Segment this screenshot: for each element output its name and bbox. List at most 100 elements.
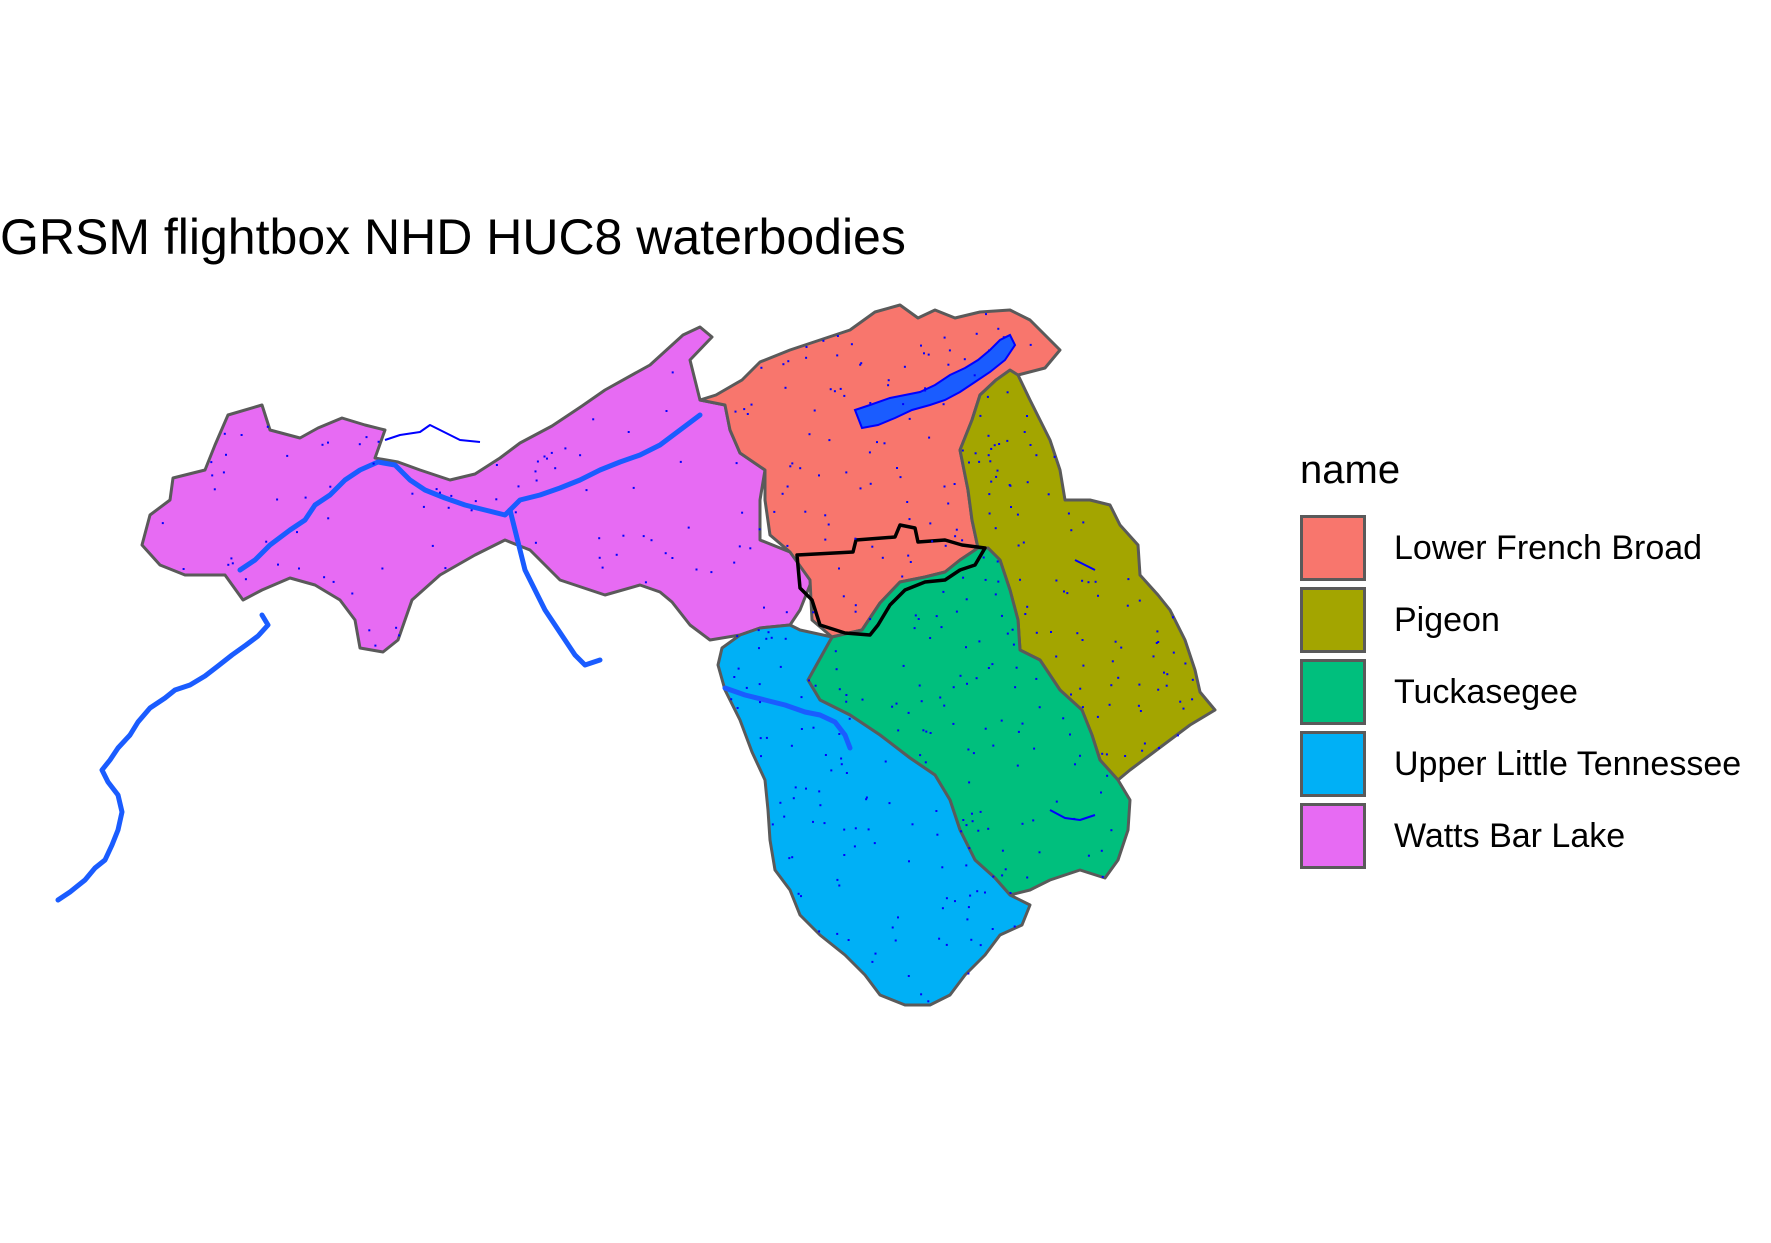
waterbody-speck bbox=[1011, 628, 1014, 631]
waterbody-speck bbox=[984, 578, 987, 581]
waterbody-speck bbox=[592, 418, 595, 421]
waterbody-speck bbox=[814, 684, 817, 687]
waterbody-speck bbox=[642, 535, 645, 538]
waterbody-speck bbox=[323, 576, 326, 579]
waterbody-speck bbox=[792, 797, 795, 800]
waterbody-speck bbox=[974, 452, 977, 455]
waterbody-speck bbox=[585, 489, 588, 492]
waterbody-speck bbox=[1016, 764, 1019, 767]
waterbody-speck bbox=[791, 856, 794, 859]
waterbody-speck bbox=[1029, 444, 1032, 446]
waterbody-speck bbox=[1137, 704, 1140, 707]
waterbody-speck bbox=[871, 960, 874, 963]
waterbody-speck bbox=[758, 647, 760, 650]
waterbody-speck bbox=[903, 365, 906, 368]
waterbody-speck bbox=[929, 732, 932, 734]
waterbody-speck bbox=[671, 371, 674, 374]
waterbody-speck bbox=[782, 363, 785, 366]
waterbody-speck bbox=[1117, 676, 1120, 679]
waterbody-speck bbox=[411, 492, 414, 495]
waterbody-speck bbox=[789, 465, 792, 468]
waterbody-speck bbox=[908, 417, 911, 420]
waterbody-speck bbox=[1029, 343, 1032, 346]
waterbody-speck bbox=[944, 544, 947, 547]
waterbody-speck bbox=[786, 544, 789, 547]
waterbody-speck bbox=[1179, 700, 1182, 703]
waterbody-speck bbox=[942, 590, 945, 593]
waterbody-speck bbox=[1172, 651, 1175, 654]
waterbody-speck bbox=[907, 975, 910, 977]
waterbody-speck bbox=[972, 752, 975, 755]
waterbody-speck bbox=[829, 388, 832, 391]
waterbody-speck bbox=[1032, 819, 1035, 822]
waterbody-speck bbox=[543, 455, 546, 458]
waterbody-speck bbox=[907, 711, 910, 714]
waterbody-speck bbox=[938, 937, 941, 940]
waterbody-speck bbox=[805, 356, 808, 359]
waterbody-speck bbox=[939, 696, 942, 699]
waterbody-speck bbox=[931, 540, 934, 543]
waterbody-speck bbox=[422, 505, 425, 508]
waterbody-speck bbox=[808, 433, 811, 436]
waterbody-speck bbox=[822, 339, 825, 342]
waterbody-speck bbox=[687, 526, 690, 529]
waterbody-speck bbox=[1047, 493, 1050, 496]
waterbody-speck bbox=[993, 444, 996, 447]
waterbody-speck bbox=[891, 926, 894, 929]
waterbody-speck bbox=[351, 592, 354, 595]
waterbody-speck bbox=[895, 702, 898, 705]
waterbody-speck bbox=[534, 470, 537, 473]
waterbody-speck bbox=[961, 449, 964, 452]
waterbody-river-tributary bbox=[507, 507, 603, 668]
waterbody-speck bbox=[395, 626, 398, 629]
region-upper-little-tennessee[interactable] bbox=[716, 623, 1032, 1007]
waterbody-speck bbox=[909, 561, 912, 563]
legend-item-lower-french-broad: Lower French Broad bbox=[1300, 512, 1741, 584]
region-watts-bar-lake[interactable] bbox=[140, 325, 814, 654]
waterbody-speck bbox=[1067, 512, 1070, 515]
waterbody-speck bbox=[265, 540, 268, 543]
waterbody-speck bbox=[1066, 592, 1069, 595]
waterbody-speck bbox=[854, 537, 857, 540]
waterbody-speck bbox=[971, 812, 973, 815]
waterbody-speck bbox=[277, 563, 279, 566]
waterbody-speck bbox=[988, 349, 990, 352]
waterbody-speck bbox=[924, 761, 927, 764]
waterbody-speck bbox=[1063, 590, 1065, 593]
waterbody-speck bbox=[1006, 632, 1009, 635]
waterbody-speck bbox=[223, 432, 226, 435]
waterbody-speck bbox=[786, 485, 789, 488]
waterbody-speck bbox=[887, 384, 890, 387]
map-title: GRSM flightbox NHD HUC8 waterbodies bbox=[0, 209, 906, 265]
waterbody-speck bbox=[908, 518, 911, 521]
waterbody-speck bbox=[1001, 874, 1004, 877]
waterbody-speck bbox=[818, 790, 821, 793]
waterbody-speck bbox=[985, 313, 987, 316]
waterbody-speck bbox=[365, 436, 368, 439]
waterbody-speck bbox=[797, 892, 800, 895]
waterbody-speck bbox=[943, 336, 946, 339]
legend-key-upper-little-tennessee bbox=[1300, 731, 1366, 797]
waterbody-speck bbox=[1097, 594, 1099, 597]
waterbody-speck bbox=[736, 635, 739, 638]
waterbody-speck bbox=[1114, 640, 1117, 643]
waterbody-speck bbox=[750, 403, 753, 406]
waterbody-speck bbox=[1081, 706, 1084, 709]
waterbody-speck bbox=[1157, 688, 1160, 691]
waterbody-speck bbox=[848, 717, 851, 720]
waterbody-speck bbox=[987, 454, 990, 457]
waterbody-speck bbox=[827, 523, 830, 526]
waterbody-speck bbox=[947, 502, 950, 505]
waterbody-speck bbox=[992, 744, 995, 747]
waterbody-speck bbox=[913, 627, 916, 630]
waterbody-speck bbox=[975, 677, 978, 680]
waterbody-speck bbox=[398, 634, 401, 637]
waterbody-speck bbox=[997, 580, 1000, 583]
waterbody-speck bbox=[1100, 791, 1102, 794]
waterbody-speck bbox=[733, 561, 736, 564]
waterbody-speck bbox=[936, 833, 939, 836]
waterbody-speck bbox=[495, 464, 498, 466]
waterbody-speck bbox=[1008, 484, 1011, 486]
flightbox-outline bbox=[795, 523, 987, 637]
waterbody-speck bbox=[632, 486, 635, 489]
